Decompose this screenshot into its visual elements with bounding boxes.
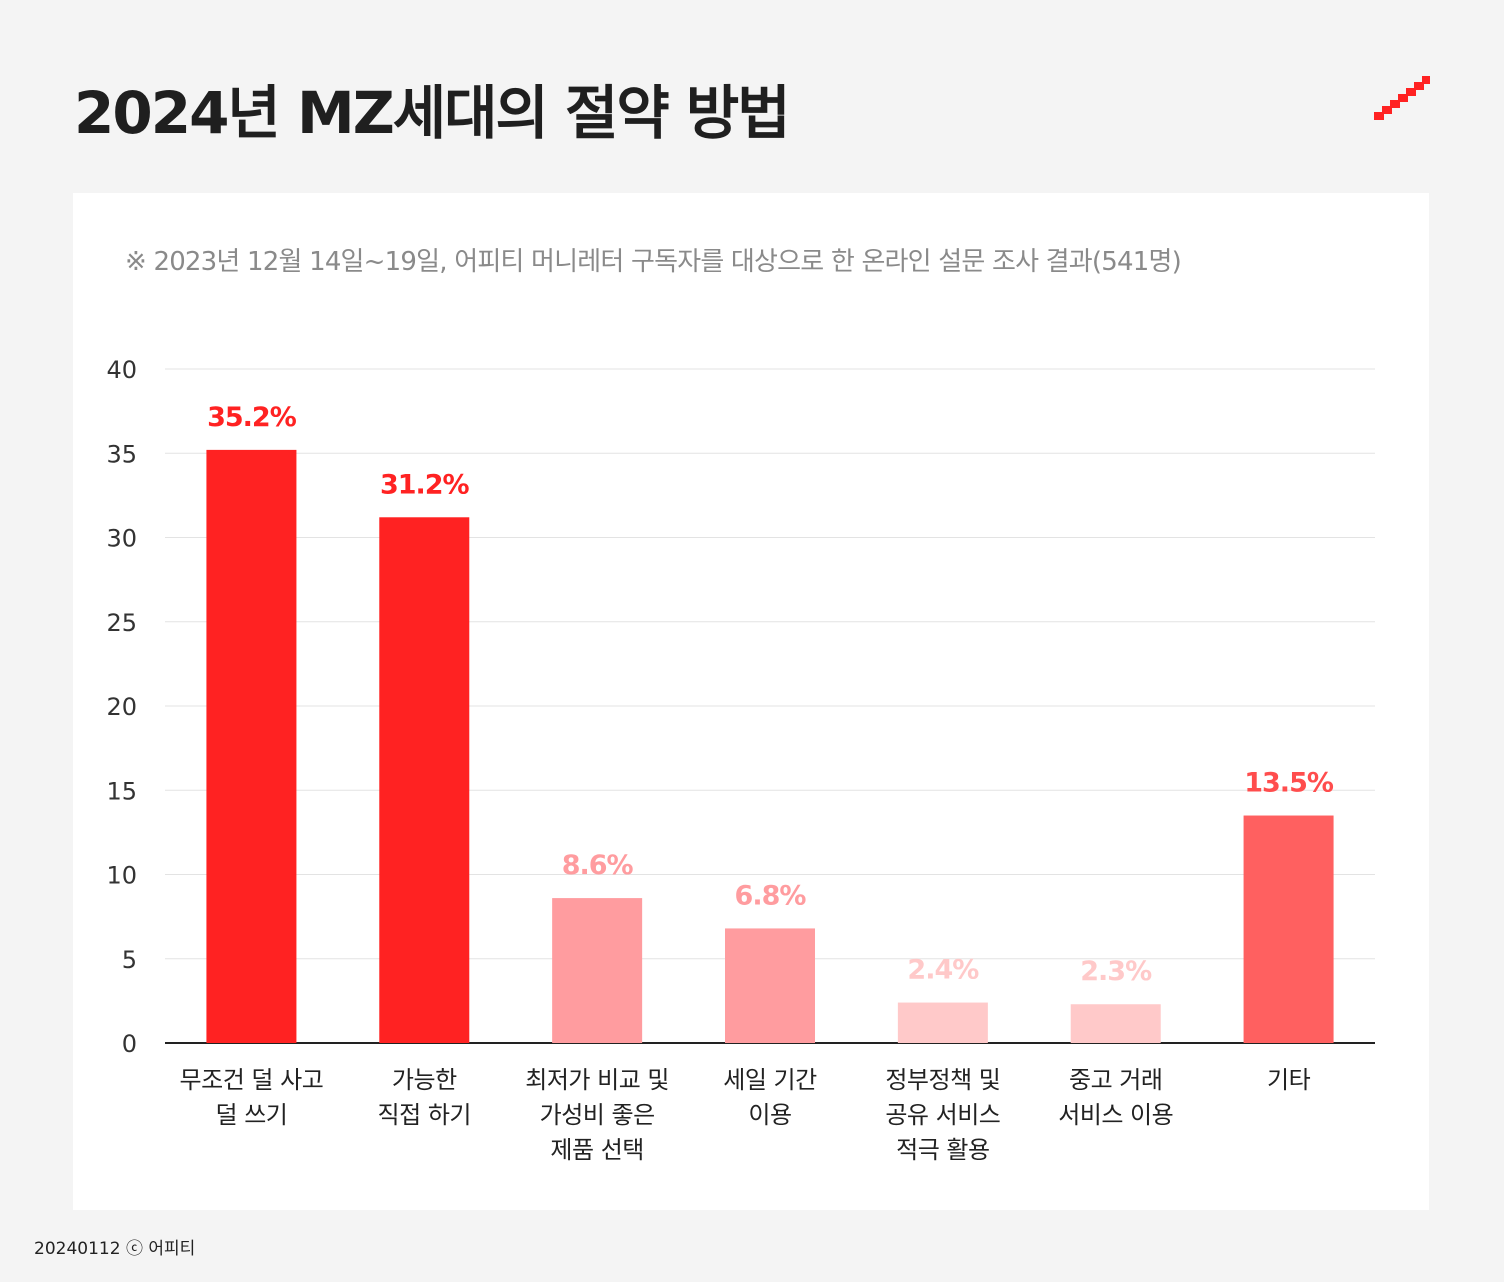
x-tick-label: 덜 쓰기 (215, 1101, 287, 1129)
data-label: 13.5% (1244, 768, 1334, 799)
x-tick-label: 정부정책 및 (885, 1066, 1000, 1094)
x-tick-label: 가능한 (392, 1066, 457, 1094)
x-tick-label: 직접 하기 (378, 1101, 471, 1129)
survey-note: ※ 2023년 12월 14일~19일, 어피티 머니레터 구독자를 대상으로 … (125, 247, 1182, 277)
x-tick-label: 가성비 좋은 (540, 1101, 655, 1129)
x-tick-label: 서비스 이용 (1058, 1101, 1173, 1129)
x-tick-label: 기타 (1267, 1066, 1311, 1094)
bar (725, 928, 815, 1043)
x-tick-label: 이용 (748, 1101, 791, 1129)
y-tick-label: 20 (106, 693, 137, 721)
footer-date: 20240112 (34, 1239, 121, 1259)
x-tick-label: 제품 선택 (550, 1136, 643, 1164)
x-tick-label: 최저가 비교 및 (525, 1066, 669, 1094)
bar (379, 517, 470, 1043)
footer-brand: 어피티 (148, 1239, 196, 1259)
y-tick-label: 0 (122, 1030, 137, 1058)
bar (1070, 1004, 1161, 1043)
footer: 20240112 ⓒ 어피티 (34, 1234, 195, 1259)
y-tick-label: 35 (106, 440, 137, 468)
x-tick-label: 중고 거래 (1069, 1066, 1162, 1094)
y-tick-label: 15 (106, 777, 137, 805)
data-label: 2.4% (907, 955, 979, 986)
copyright-icon: ⓒ (125, 1239, 143, 1259)
y-tick-label: 25 (106, 609, 137, 637)
data-label: 35.2% (207, 402, 297, 433)
y-tick-label: 30 (106, 525, 137, 553)
bar-chart: 0 5 10 15 20 25 30 35 40 35.2% 무조건 덜 사고덜 쓰기 31.2% 가능… (106, 356, 1375, 1164)
data-label: 6.8% (735, 880, 807, 911)
bar (206, 449, 297, 1043)
brand-stairs-icon (1374, 76, 1430, 120)
bar (552, 898, 643, 1043)
data-label: 2.3% (1080, 956, 1152, 987)
bar (1243, 815, 1334, 1043)
x-tick-label: 적극 활용 (896, 1136, 989, 1164)
page-title: 2024년 MZ세대의 절약 방법 (74, 79, 791, 147)
x-tick-label: 공유 서비스 (885, 1101, 1000, 1129)
data-label: 31.2% (380, 469, 470, 500)
y-tick-label: 5 (122, 946, 137, 974)
x-tick-label: 세일 기간 (723, 1066, 817, 1094)
y-tick-label: 40 (106, 356, 137, 384)
bar (897, 1002, 988, 1043)
x-tick-label: 무조건 덜 사고 (180, 1066, 324, 1094)
data-label: 8.6% (562, 850, 634, 881)
y-tick-label: 10 (106, 862, 137, 890)
chart-panel: ※ 2023년 12월 14일~19일, 어피티 머니레터 구독자를 대상으로 … (73, 193, 1429, 1210)
